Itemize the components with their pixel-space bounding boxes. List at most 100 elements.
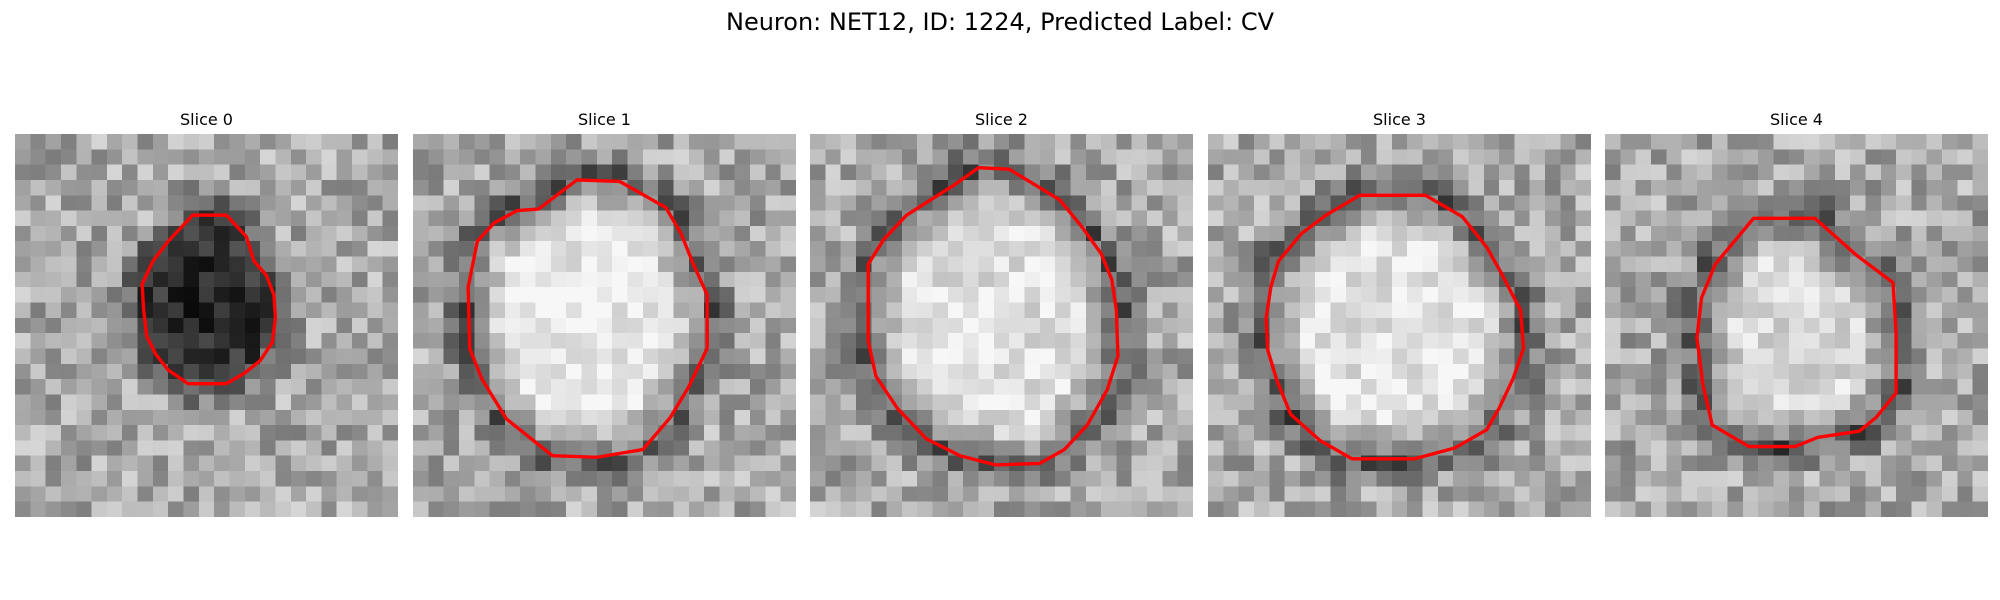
pixel [1896, 317, 1912, 334]
pixel [1162, 149, 1178, 165]
pixel [520, 486, 536, 502]
pixel [352, 333, 368, 349]
pixel [1681, 394, 1698, 411]
pixel [1483, 348, 1500, 365]
pixel [1834, 471, 1851, 487]
pixel [1483, 210, 1500, 227]
pixel [1620, 333, 1636, 349]
pixel [198, 149, 215, 165]
pixel [1422, 333, 1439, 349]
pixel [1468, 210, 1485, 227]
pixel [229, 455, 246, 472]
pixel [1085, 455, 1102, 472]
pixel [1147, 425, 1163, 441]
pixel [825, 409, 841, 426]
pixel [719, 363, 736, 380]
pixel [214, 195, 230, 211]
pixel [1788, 256, 1805, 273]
pixel [1788, 501, 1805, 517]
pixel [1208, 501, 1224, 517]
pixel [244, 455, 261, 472]
pixel [810, 164, 826, 181]
pixel [1788, 455, 1805, 472]
pixel [780, 440, 796, 457]
pixel [76, 348, 92, 365]
pixel [336, 348, 353, 365]
pixel [1865, 317, 1882, 334]
slice-0-image [15, 134, 398, 517]
pixel [840, 333, 857, 349]
pixel [443, 271, 460, 288]
pixel [352, 379, 368, 395]
pixel [596, 179, 613, 196]
pixel [1315, 271, 1331, 288]
pixel [1070, 501, 1087, 517]
pixel [1177, 440, 1193, 457]
pixel [1911, 149, 1928, 165]
pixel [1635, 195, 1652, 211]
pixel [321, 302, 338, 319]
pixel [688, 302, 705, 319]
pixel [229, 440, 246, 457]
pixel [1070, 287, 1087, 303]
pixel [1269, 317, 1285, 334]
pixel [1223, 394, 1239, 411]
pixel [1635, 363, 1652, 380]
pixel [612, 241, 628, 257]
pixel [1422, 317, 1439, 334]
pixel [550, 317, 567, 334]
pixel [443, 210, 460, 227]
pixel [474, 271, 490, 288]
pixel [1483, 440, 1500, 457]
pixel [1773, 348, 1790, 365]
pixel [1605, 363, 1621, 380]
pixel [550, 425, 567, 441]
pixel [1116, 425, 1133, 441]
pixel [1361, 471, 1377, 487]
pixel [106, 302, 123, 319]
pixel [581, 409, 598, 426]
pixel [1529, 471, 1546, 487]
pixel [1942, 287, 1958, 303]
pixel [1330, 409, 1347, 426]
pixel [901, 394, 918, 411]
pixel [1345, 409, 1362, 426]
pixel [214, 333, 230, 349]
pixel [1742, 271, 1759, 288]
pixel [719, 134, 736, 150]
pixel [658, 134, 674, 150]
pixel [1039, 363, 1056, 380]
pixel [993, 409, 1010, 426]
pixel [1834, 363, 1851, 380]
pixel [474, 195, 490, 211]
pixel [45, 333, 62, 349]
pixel [1758, 134, 1774, 150]
pixel [1116, 302, 1133, 319]
pixel [1560, 379, 1576, 395]
pixel [1253, 210, 1270, 227]
pixel [704, 164, 720, 181]
pixel [1758, 455, 1774, 472]
pixel [137, 394, 154, 411]
pixel [1116, 271, 1133, 288]
pixel [1620, 394, 1636, 411]
pixel [443, 501, 460, 517]
pixel [122, 394, 138, 411]
pixel [550, 394, 567, 411]
pixel [122, 333, 138, 349]
pixel [1499, 333, 1515, 349]
pixel [1605, 210, 1621, 227]
pixel [947, 333, 964, 349]
pixel [535, 179, 552, 196]
pixel [229, 195, 246, 211]
pixel [1345, 348, 1362, 365]
pixel [1896, 287, 1912, 303]
pixel [1055, 486, 1071, 502]
pixel [91, 241, 108, 257]
pixel [1865, 210, 1882, 227]
pixel [352, 149, 368, 165]
pixel [1635, 179, 1652, 196]
pixel [91, 256, 108, 273]
pixel [1865, 501, 1882, 517]
pixel [30, 333, 46, 349]
